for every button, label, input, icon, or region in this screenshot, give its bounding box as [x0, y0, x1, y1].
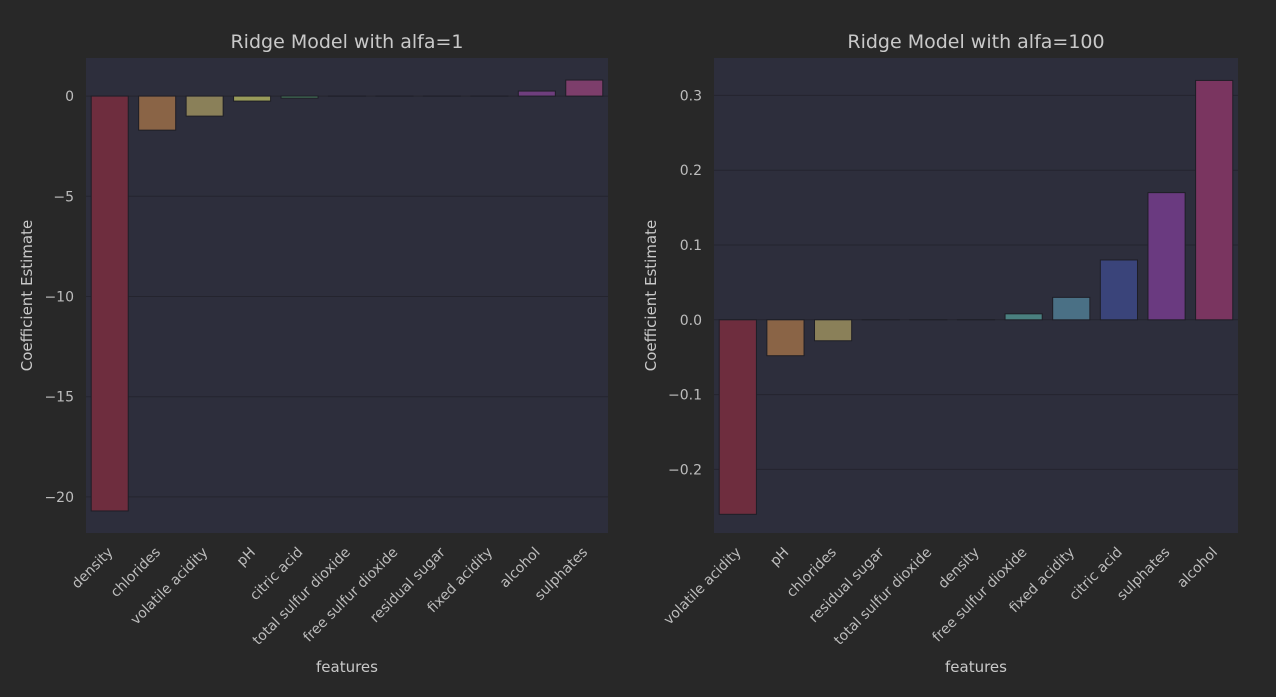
bar-volatile-acidity [185, 95, 224, 117]
y-tick-label: −10 [44, 290, 74, 306]
y-tick-label: −20 [44, 490, 74, 506]
bar-alcohol [1195, 79, 1234, 321]
y-tick-label: −5 [53, 189, 74, 205]
y-tick-label: −0.1 [668, 388, 702, 404]
bar-ph [233, 95, 272, 102]
bar-chlorides [138, 95, 177, 131]
bar-volatile-acidity [718, 319, 757, 515]
bar-alcohol [517, 90, 556, 97]
bar-sulphates [565, 79, 604, 97]
y-tick-label: 0 [65, 89, 74, 105]
x-tick-label: density [935, 545, 983, 593]
x-tick-label: density [69, 545, 117, 593]
bar-citric-acid [280, 95, 319, 99]
x-tick-label: volatile acidity [661, 545, 745, 629]
y-tick-label: 0.3 [680, 88, 702, 104]
bar-density [90, 95, 129, 512]
bar-free-sulfur-dioxide [1004, 313, 1043, 321]
x-tick-label: alcohol [497, 545, 544, 592]
y-tick-label: 0.2 [680, 163, 702, 179]
bar-chlorides [814, 319, 853, 342]
y-axis-label: Coefficient Estimate [18, 220, 36, 371]
bar-fixed-acidity [1052, 296, 1091, 321]
y-axis-label: Coefficient Estimate [642, 220, 660, 371]
y-tick-label: 0.1 [680, 238, 702, 254]
x-axis-label: features [945, 658, 1007, 676]
chart-title: Ridge Model with alfa=1 [230, 31, 463, 53]
y-tick-label: −0.2 [668, 462, 702, 478]
x-tick-label: alcohol [1174, 545, 1221, 592]
bar-sulphates [1147, 192, 1186, 321]
y-tick-label: −15 [44, 390, 74, 406]
chart-title: Ridge Model with alfa=100 [847, 31, 1104, 53]
y-tick-label: 0.0 [680, 313, 702, 329]
bar-ph [766, 319, 805, 357]
x-axis-label: features [316, 658, 378, 676]
bar-citric-acid [1099, 259, 1138, 321]
x-tick-label: pH [767, 545, 792, 570]
plot-area [86, 58, 608, 533]
x-tick-label: pH [234, 545, 259, 570]
